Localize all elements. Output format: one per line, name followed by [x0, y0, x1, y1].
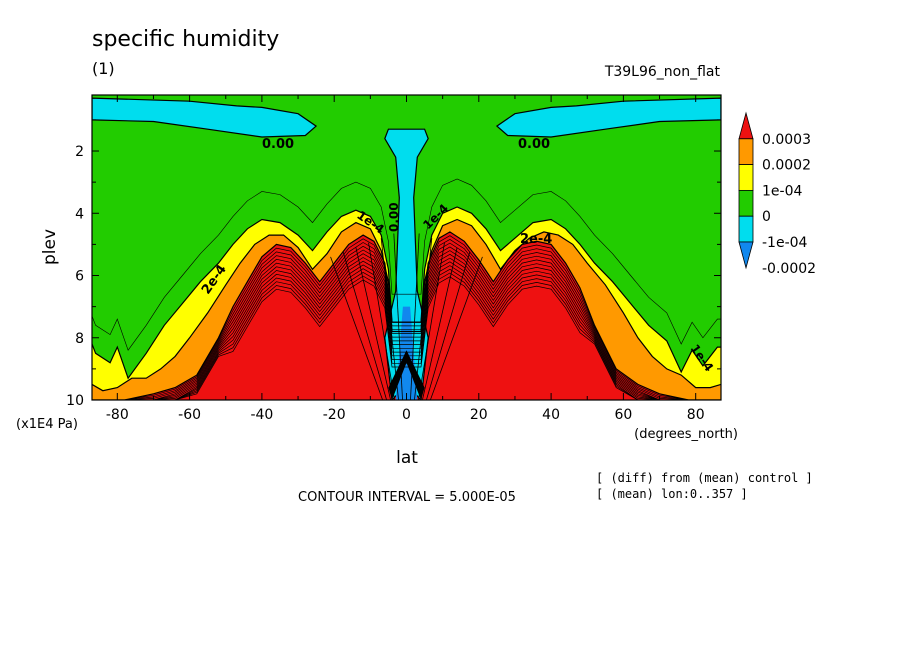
y-tick-label: 8: [75, 331, 84, 347]
contour-line-dense: [92, 253, 721, 400]
x-tick-label: -60: [178, 407, 201, 423]
y-tick-label: 6: [75, 269, 84, 285]
x-tick-label: 0: [402, 407, 411, 423]
x-axis-units: (degrees_north): [634, 427, 738, 442]
contour-line-orange: [92, 218, 721, 392]
contour-line-dense: [92, 276, 721, 400]
contour-line-center: [410, 233, 420, 400]
note-line-1: [ (diff) from (mean) control ]: [596, 471, 813, 485]
legend-swatch: [738, 189, 754, 217]
contour-line-center: [429, 256, 483, 400]
contour-line-center: [380, 238, 399, 400]
contour-line-dense: [92, 265, 721, 400]
contour-line-center: [368, 242, 395, 400]
contour-line-dense: [92, 257, 721, 400]
legend-swatch-top: [738, 111, 754, 140]
contour-line-dense: [92, 272, 721, 400]
contour-line-dense: [92, 268, 721, 400]
y-axis: 2 4 6 8 10: [66, 119, 721, 409]
run-label: T39L96_non_flat: [604, 64, 721, 80]
x-tick-label: 40: [542, 407, 560, 423]
contour-line-center: [418, 242, 445, 400]
legend-label: -1e-04: [762, 235, 808, 251]
legend-label: 0: [762, 209, 771, 225]
legend-swatch: [738, 215, 754, 243]
x-tick-label: -20: [323, 407, 346, 423]
contour-line-center: [355, 247, 391, 400]
contour-line-center: [425, 252, 471, 400]
band-negative-top-right: [495, 97, 721, 138]
contour-label: 0.00: [387, 202, 401, 232]
x-tick-label: 60: [614, 407, 632, 423]
legend-swatch: [738, 138, 754, 166]
y-tick-label: 4: [75, 206, 84, 222]
contour-line-center: [330, 256, 384, 400]
y-tick-label: 2: [75, 144, 84, 160]
band-negative-top-left: [92, 97, 318, 138]
x-tick-label: 80: [687, 407, 705, 423]
contour-line-thin: [92, 178, 721, 351]
plot-area: [92, 95, 721, 400]
legend-swatch-bottom: [738, 241, 754, 270]
contour-line-dense: [92, 242, 721, 400]
contour-interval: CONTOUR INTERVAL = 5.000E-05: [298, 490, 516, 505]
contour-line-dense: [92, 261, 721, 400]
x-axis-label: lat: [396, 448, 418, 468]
x-tick-label: -40: [250, 407, 273, 423]
y-axis-label: plev: [40, 229, 60, 265]
chart-title: specific humidity: [92, 27, 279, 52]
contour-label: 0.00: [518, 137, 550, 152]
x-axis: -80 -60 -40 -20 0 20 40 60 80: [106, 95, 705, 423]
contour-label: 0.00: [262, 137, 294, 152]
legend-label: -0.0002: [762, 261, 816, 277]
y-axis-units: (x1E4 Pa): [16, 417, 78, 432]
chart-subtitle: (1): [92, 59, 115, 78]
band-red: [92, 231, 721, 400]
legend-swatch: [738, 164, 754, 191]
contour-line-center: [422, 247, 458, 400]
filled-contours: [92, 97, 721, 400]
note-line-2: [ (mean) lon:0..357 ]: [596, 487, 748, 501]
contour-line-dense: [92, 235, 721, 400]
contour-lines: [92, 178, 721, 400]
contour-line-red: [92, 231, 721, 400]
contour-line-center: [414, 238, 433, 400]
contour-line-center: [342, 252, 388, 400]
legend-label: 1e-04: [762, 183, 802, 199]
x-tick-label: 20: [470, 407, 488, 423]
contour-line-dense: [92, 250, 721, 400]
y-tick-label: 10: [66, 393, 84, 409]
contour-line-center: [393, 233, 403, 400]
contour-label: 2e-4: [520, 232, 552, 247]
x-tick-label: -80: [106, 407, 129, 423]
contour-line-dense: [92, 246, 721, 400]
color-legend: 0.0003 0.0002 1e-04 0 -1e-04 -0.0002: [738, 111, 816, 277]
contour-line-dense: [92, 238, 721, 400]
legend-label: 0.0002: [762, 158, 811, 174]
legend-label: 0.0003: [762, 132, 811, 148]
